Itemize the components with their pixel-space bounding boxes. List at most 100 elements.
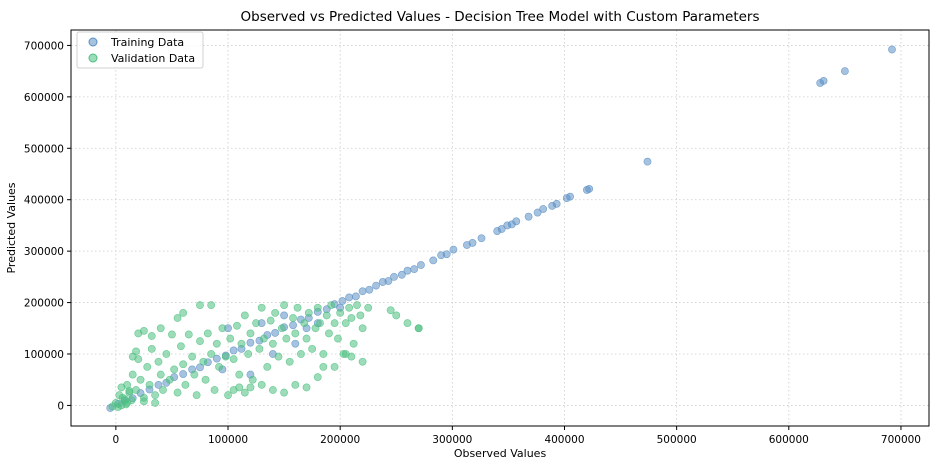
validation-point <box>313 373 322 382</box>
validation-point <box>156 370 165 379</box>
validation-point <box>226 334 235 343</box>
validation-point <box>319 350 328 358</box>
validation-point <box>196 337 204 346</box>
training-point <box>585 185 594 193</box>
validation-point <box>386 306 395 315</box>
validation-point <box>237 339 246 348</box>
validation-point <box>302 334 311 343</box>
validation-point <box>263 362 272 371</box>
y-tick-label: 600000 <box>24 92 64 104</box>
x-axis-label: Observed Values <box>454 447 547 460</box>
validation-point <box>302 383 311 392</box>
validation-point <box>246 383 255 392</box>
validation-point <box>347 352 356 361</box>
validation-point <box>173 388 182 397</box>
validation-point <box>159 386 167 394</box>
y-tick-label: 200000 <box>24 298 64 310</box>
training-point <box>403 266 412 275</box>
chart-title: Observed vs Predicted Values - Decision … <box>241 9 760 25</box>
ticks-layer: 0 100000 200000 300000 400000 500000 600000 700… <box>24 40 921 446</box>
validation-point <box>151 391 160 400</box>
validation-point <box>280 301 288 310</box>
validation-point <box>304 308 313 317</box>
validation-point <box>143 362 152 371</box>
validation-point <box>147 344 156 353</box>
validation-point <box>246 329 255 338</box>
training-point <box>358 287 367 296</box>
validation-point <box>252 319 260 328</box>
validation-point <box>168 330 176 339</box>
validation-point <box>257 303 266 312</box>
validation-point <box>188 352 197 361</box>
validation-point <box>291 380 300 389</box>
x-tick-label: 600000 <box>769 434 809 446</box>
validation-point <box>203 329 212 338</box>
validation-point <box>336 308 345 317</box>
validation-point <box>341 319 350 328</box>
validation-point <box>118 393 127 402</box>
training-point <box>384 277 393 285</box>
validation-point <box>218 324 227 333</box>
validation-point <box>207 350 216 358</box>
validation-point <box>392 311 401 320</box>
validation-point <box>255 344 264 353</box>
validation-point <box>221 352 230 361</box>
validation-point <box>210 386 219 394</box>
training-point <box>643 157 652 166</box>
training-point <box>477 234 486 243</box>
validation-point <box>327 301 336 310</box>
validation-point <box>140 397 148 406</box>
validation-point <box>127 396 136 405</box>
training-point <box>372 281 380 290</box>
validation-point <box>196 301 204 310</box>
training-point <box>397 270 406 279</box>
training-point <box>524 212 533 221</box>
validation-point <box>330 319 339 328</box>
validation-point <box>414 324 423 333</box>
legend-marker-training <box>88 37 98 47</box>
training-point <box>280 311 288 320</box>
y-axis-label: Predicted Values <box>5 182 18 273</box>
validation-point <box>170 365 179 374</box>
training-point <box>229 346 238 355</box>
training-point <box>154 380 163 389</box>
validation-point <box>233 321 241 330</box>
validation-point <box>358 324 367 333</box>
validation-point <box>300 319 309 328</box>
training-point <box>351 292 360 301</box>
validation-point <box>179 308 188 317</box>
validation-point <box>125 387 134 395</box>
validation-point <box>199 357 208 366</box>
validation-point <box>285 357 294 366</box>
validation-point <box>403 319 412 328</box>
validation-point <box>128 370 137 379</box>
y-tick-label: 300000 <box>24 246 64 258</box>
validation-point <box>319 362 328 371</box>
y-tick-label: 100000 <box>24 349 64 361</box>
validation-point <box>311 324 320 333</box>
validation-point <box>358 357 367 366</box>
validation-point <box>280 388 288 397</box>
validation-point <box>184 330 193 339</box>
training-point <box>196 363 204 372</box>
validation-point <box>313 303 322 312</box>
validation-point <box>173 314 182 322</box>
legend-label-validation: Validation Data <box>111 52 195 65</box>
validation-point <box>257 380 266 389</box>
training-point <box>468 239 477 247</box>
training-point <box>390 272 398 281</box>
validation-point <box>240 388 249 397</box>
validation-point <box>297 350 305 358</box>
validation-point <box>240 311 249 320</box>
validation-point <box>244 350 253 358</box>
validation-point <box>266 316 275 325</box>
validation-point <box>291 329 300 338</box>
training-point <box>819 77 828 85</box>
validation-point <box>140 326 148 335</box>
validation-point <box>274 352 283 361</box>
validation-point <box>353 301 361 310</box>
validation-point <box>156 324 165 333</box>
x-tick-label: 200000 <box>320 434 360 446</box>
training-point <box>345 293 354 302</box>
